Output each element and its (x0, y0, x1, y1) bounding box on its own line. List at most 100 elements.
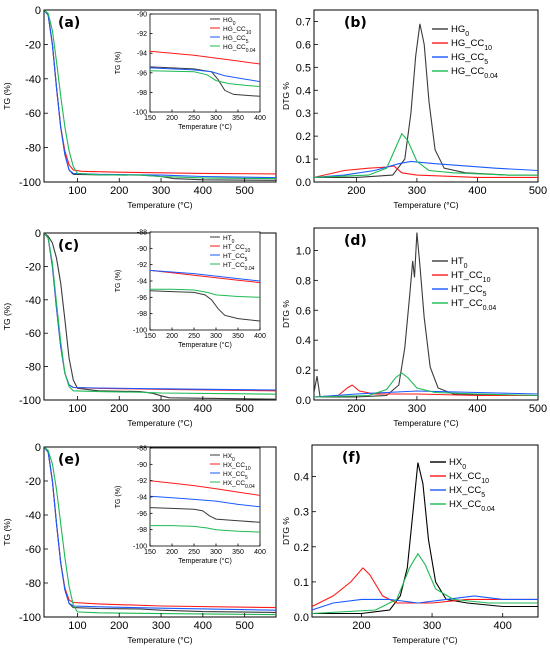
y-tick-label: -80 (25, 362, 41, 374)
x-axis-title: Temperature (°C) (127, 200, 192, 210)
x-tick-label: 300 (408, 403, 426, 415)
x-axis-title: Temperature (°C) (127, 418, 192, 428)
legend-label: HX0 (449, 457, 466, 471)
y-tick-label: -100 (133, 110, 147, 117)
legend-label: HT0 (451, 256, 468, 270)
y-tick-label: -20 (25, 261, 41, 273)
panel-letter: (b) (344, 15, 367, 31)
x-axis-title: Temperature (°C) (393, 200, 458, 210)
legend-label: HG0 (223, 17, 236, 27)
series-line-0 (150, 66, 260, 97)
legend-label: HG_CC5 (451, 52, 488, 66)
x-tick-label: 500 (529, 403, 547, 415)
x-tick-label: 200 (166, 549, 178, 556)
x-tick-label: 100 (68, 403, 86, 415)
series-group (44, 233, 276, 400)
legend-label: HT_CC0.04 (451, 298, 496, 312)
y-tick-label: -88 (137, 446, 147, 453)
series-line-0 (314, 23, 538, 178)
plot-frame (313, 9, 539, 183)
x-tick-label: 200 (166, 115, 178, 122)
series-line-0 (314, 232, 538, 398)
legend-label: HT_CC0.04 (223, 262, 255, 272)
chart-panel-e-inset: 150 200 250 300 350 400 -88 -90 -92 -94 -96 -98 -100… (115, 446, 266, 566)
x-tick-label: 400 (468, 185, 486, 197)
legend-label: HT_CC5 (223, 253, 248, 263)
series-line-2 (314, 390, 538, 398)
plot-frame (149, 447, 261, 547)
series-line-2 (312, 595, 538, 611)
series-line-1 (150, 480, 260, 496)
x-tick-label: 400 (254, 115, 266, 122)
y-tick-label: 0 (35, 228, 41, 240)
series-line-2 (150, 67, 260, 83)
x-tick-label: 300 (210, 333, 222, 340)
x-axis-title: Temperature (°C) (393, 418, 458, 428)
y-tick-label: -90 (137, 462, 147, 469)
y-tick-label: -60 (25, 544, 41, 556)
legend-label: HG_CC10 (451, 38, 492, 52)
y-axis-title: TG (%) (115, 270, 122, 293)
x-tick-label: 150 (144, 333, 156, 340)
panel-letter: (c) (58, 238, 79, 254)
plot-frame (149, 13, 261, 113)
y-tick-label: -100 (19, 612, 41, 624)
y-tick-label: -94 (137, 51, 147, 58)
legend-label: HG_CC5 (223, 35, 249, 45)
legend-label: HX_CC10 (449, 471, 489, 485)
legend-label: HT_CC10 (223, 244, 250, 254)
series-line-3 (314, 372, 538, 398)
legend-label: HG0 (451, 24, 469, 38)
series-line-1 (314, 165, 538, 178)
x-tick-label: 350 (232, 549, 244, 556)
x-axis-title: Temperature (°C) (178, 123, 232, 131)
x-axis-title: Temperature (°C) (178, 557, 232, 565)
series-line-3 (44, 447, 276, 616)
x-tick-label: 300 (423, 620, 441, 632)
y-tick-label: 0 (35, 5, 41, 17)
legend-label: HX_CC0.04 (223, 480, 255, 490)
y-tick-label: 0.2 (294, 542, 309, 554)
x-tick-label: 350 (232, 333, 244, 340)
legend-label: HG_CC10 (223, 26, 252, 36)
x-tick-label: 200 (166, 333, 178, 340)
y-tick-label: -100 (19, 177, 41, 189)
y-tick-label: -100 (19, 395, 41, 407)
y-tick-label: -88 (137, 230, 147, 237)
series-line-0 (150, 290, 260, 322)
series-line-3 (44, 10, 276, 180)
x-tick-label: 500 (529, 185, 547, 197)
series-line-3 (314, 132, 538, 178)
y-tick-label: 0.4 (296, 335, 311, 347)
x-tick-label: 150 (144, 115, 156, 122)
x-tick-label: 250 (188, 333, 200, 340)
legend-label: HX_CC0.04 (449, 499, 495, 513)
y-tick-label: 0.8 (296, 275, 311, 287)
y-tick-label: 0 (35, 442, 41, 454)
panel-letter: (e) (58, 452, 80, 468)
series-group (150, 480, 260, 533)
y-tick-label: -98 (137, 527, 147, 534)
y-axis-title: TG (%) (2, 518, 12, 546)
y-tick-label: 0.6 (296, 39, 311, 51)
chart-panel-a-inset: 150 200 250 300 350 400 -90 -92 -94 -96 -98 -100 Tem… (115, 12, 266, 132)
x-tick-label: 400 (254, 549, 266, 556)
x-tick-label: 150 (144, 549, 156, 556)
panel-letter: (f) (342, 450, 361, 466)
y-tick-label: 0.0 (296, 395, 311, 407)
y-tick-label: 0.7 (296, 16, 311, 28)
series-line-2 (44, 10, 276, 179)
series-line-2 (150, 495, 260, 508)
series-line-0 (44, 233, 276, 400)
series-group (314, 23, 538, 178)
y-tick-label: 0.3 (296, 108, 311, 120)
y-tick-label: -100 (133, 328, 147, 335)
x-tick-label: 300 (152, 185, 170, 197)
y-tick-label: -90 (137, 246, 147, 253)
x-tick-label: 400 (468, 403, 486, 415)
series-line-3 (150, 70, 260, 87)
